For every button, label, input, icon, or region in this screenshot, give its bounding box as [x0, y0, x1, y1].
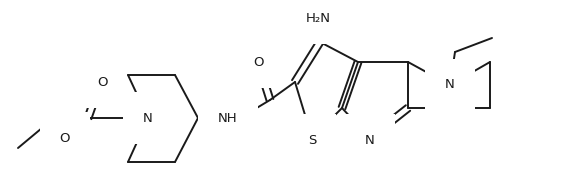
Text: N: N: [365, 134, 375, 147]
Text: O: O: [253, 56, 263, 68]
Text: H₂N: H₂N: [305, 11, 331, 24]
Text: S: S: [308, 134, 316, 147]
Text: NH: NH: [218, 112, 238, 125]
Text: N: N: [445, 78, 455, 92]
Text: N: N: [143, 112, 153, 125]
Text: O: O: [97, 75, 108, 88]
Text: O: O: [60, 132, 70, 144]
